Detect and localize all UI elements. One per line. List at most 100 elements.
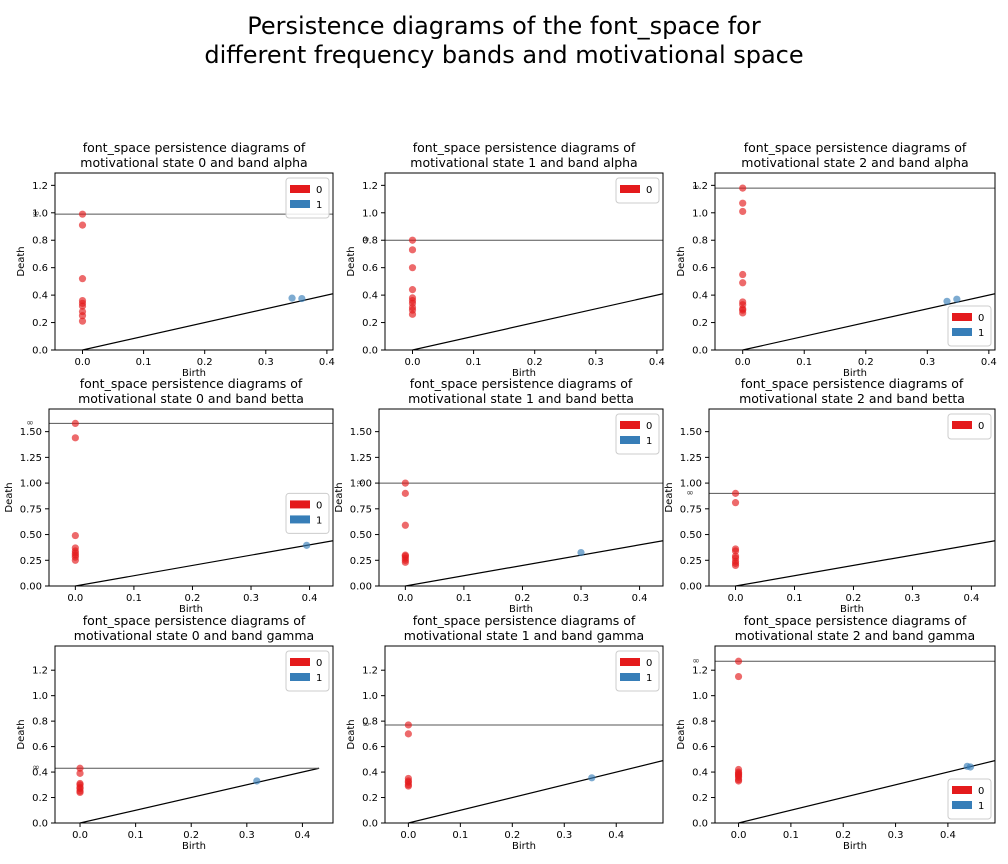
point-dim0 — [739, 199, 747, 207]
legend-box — [285, 177, 330, 219]
chart-6: font_space persistence diagrams ofmotiva… — [664, 376, 996, 615]
x-tick-label: 0.2 — [515, 593, 531, 604]
chart-2: font_space persistence diagrams ofmotiva… — [346, 140, 665, 379]
y-tick-label: 0.25 — [20, 556, 42, 567]
legend-label-0: 0 — [646, 185, 652, 196]
legend-label-1: 1 — [316, 515, 322, 526]
x-tick-label: 0.2 — [527, 357, 543, 368]
y-tick-label: 1.50 — [20, 427, 42, 438]
point-dim0 — [78, 317, 87, 325]
legend-swatch-1 — [620, 436, 640, 444]
x-tick-label: 0.0 — [75, 357, 91, 368]
y-tick-label: 1.50 — [350, 427, 372, 438]
chart-title-line: motivational state 1 and band alpha — [410, 155, 637, 170]
point-dim0 — [71, 419, 79, 428]
point-dim0 — [408, 286, 417, 294]
point-dim0 — [739, 306, 747, 314]
chart-title-line: font_space persistence diagrams of — [83, 140, 306, 155]
legend-label-0: 0 — [316, 500, 322, 511]
plot-area — [55, 210, 333, 350]
x-tick-label: 0.1 — [126, 593, 142, 604]
point-dim0 — [408, 306, 417, 314]
y-tick-label: 1.0 — [692, 208, 708, 219]
y-tick-label: 1.0 — [692, 691, 708, 702]
chart-8: font_space persistence diagrams ofmotiva… — [346, 613, 664, 852]
y-tick-label: 0.50 — [20, 530, 42, 541]
x-tick-label: 0.3 — [243, 593, 259, 604]
y-tick-label: 0.2 — [32, 318, 48, 329]
axes-frame — [378, 408, 664, 587]
point-dim0 — [734, 773, 743, 781]
legend-label-1: 1 — [978, 801, 984, 812]
legend-swatch-1 — [952, 328, 972, 336]
y-axis-label: Death — [16, 719, 27, 749]
point-dim0 — [401, 556, 409, 564]
y-axis-label: Death — [4, 482, 15, 512]
x-tick-label: 0.3 — [573, 593, 589, 604]
point-dim0 — [408, 297, 417, 305]
point-dim0 — [76, 787, 84, 795]
y-tick-label: 0.0 — [362, 346, 378, 357]
legend-box — [615, 413, 660, 455]
diagonal-line — [738, 760, 995, 823]
legend-swatch-0 — [620, 658, 640, 666]
chart-title-line: font_space persistence diagrams of — [744, 140, 967, 155]
y-tick-label: 0.6 — [32, 263, 48, 274]
point-dim0 — [71, 544, 79, 552]
y-tick-label: 0.0 — [32, 819, 48, 830]
diagonal-line — [735, 540, 995, 586]
infinity-label: ∞ — [356, 478, 364, 488]
chart-9: font_space persistence diagrams ofmotiva… — [676, 613, 996, 852]
infinity-label: ∞ — [686, 488, 694, 498]
point-dim0 — [71, 551, 79, 559]
plot-area — [715, 184, 995, 350]
point-dim0 — [739, 305, 747, 313]
diagonal-line — [408, 760, 663, 823]
legend-box — [615, 177, 660, 204]
legend: 01 — [615, 413, 660, 455]
point-dim0 — [731, 561, 740, 570]
point-dim1 — [588, 774, 596, 782]
y-tick-label: 1.2 — [362, 666, 378, 677]
chart-title-line: font_space persistence diagrams of — [410, 376, 633, 391]
y-tick-label: 0.6 — [692, 742, 708, 753]
x-tick-label: 0.1 — [128, 830, 144, 841]
point-dim1 — [943, 297, 951, 305]
legend: 01 — [615, 650, 660, 692]
y-tick-label: 0.4 — [362, 768, 378, 779]
y-tick-label: 1.0 — [362, 691, 378, 702]
point-dim0 — [739, 270, 747, 279]
axes-frame — [48, 408, 334, 587]
point-dim0 — [731, 557, 740, 565]
chart-title-line: font_space persistence diagrams of — [80, 376, 303, 391]
point-dim1 — [577, 548, 585, 557]
legend: 01 — [947, 305, 992, 347]
point-dim0 — [731, 545, 740, 553]
point-dim0 — [739, 184, 747, 192]
point-dim0 — [408, 264, 417, 272]
y-tick-label: 0.75 — [350, 504, 372, 515]
x-tick-label: 0.3 — [888, 830, 904, 841]
diagonal-line — [82, 293, 333, 350]
x-tick-label: 0.1 — [796, 357, 812, 368]
point-dim0 — [71, 549, 79, 557]
y-tick-label: 0.2 — [32, 793, 48, 804]
infinity-label: ∞ — [32, 763, 40, 773]
legend: 01 — [947, 778, 992, 820]
y-tick-label: 1.00 — [20, 479, 42, 490]
point-dim0 — [739, 301, 747, 309]
diagonal-line — [75, 540, 333, 586]
y-axis-label: Death — [676, 719, 687, 749]
point-dim0 — [739, 309, 747, 317]
infinity-label: ∞ — [362, 720, 370, 730]
point-dim0 — [734, 657, 743, 665]
legend-box — [285, 650, 330, 692]
legend-swatch-1 — [290, 515, 310, 524]
x-tick-label: 0.0 — [728, 593, 744, 604]
point-dim0 — [76, 779, 84, 788]
x-axis-label: Birth — [840, 604, 864, 615]
y-tick-label: 0.8 — [692, 717, 708, 728]
y-tick-label: 0.2 — [362, 793, 378, 804]
point-dim0 — [731, 554, 740, 562]
y-tick-label: 1.0 — [362, 208, 378, 219]
